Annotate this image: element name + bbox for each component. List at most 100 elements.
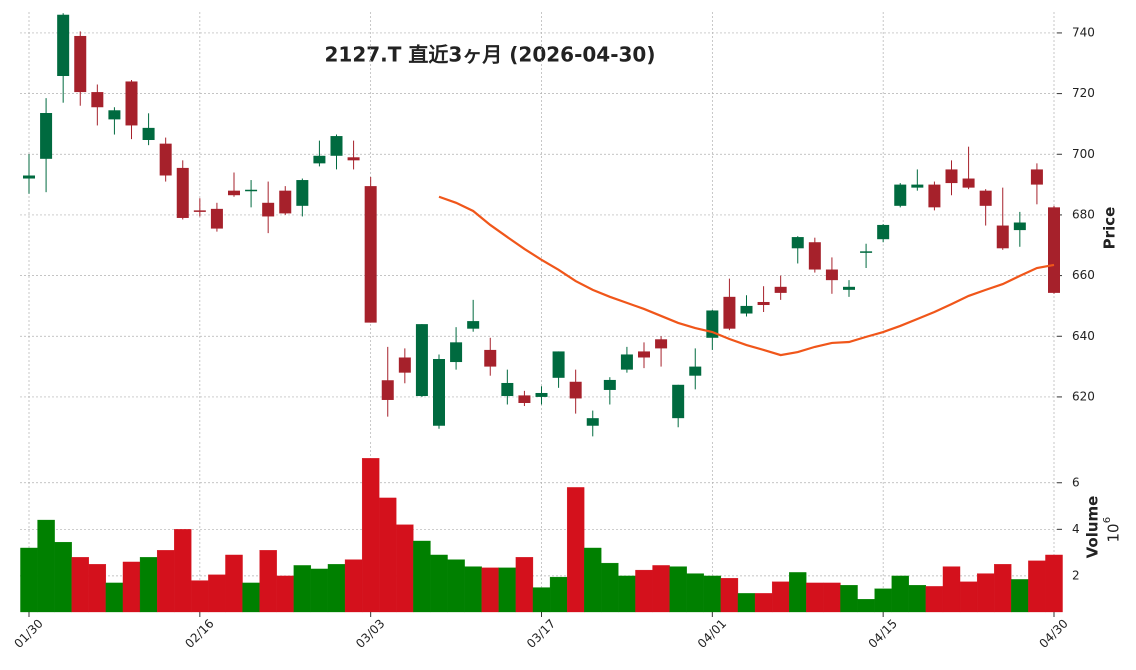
volume-bar: [959, 581, 978, 613]
candle-body: [40, 113, 53, 159]
candle-body: [689, 366, 702, 376]
candle-body: [740, 305, 753, 314]
volume-bar: [908, 585, 927, 613]
volume-bar: [549, 576, 568, 613]
volume-bar: [105, 582, 124, 613]
candle-body: [825, 269, 838, 281]
candle-body: [1013, 222, 1026, 231]
candle-body: [860, 251, 873, 253]
volume-bar: [635, 569, 653, 613]
volume-bar: [225, 554, 243, 613]
volume-bar: [1028, 560, 1046, 613]
y-tick-label: 640: [1072, 329, 1095, 343]
candle-body: [245, 189, 258, 192]
candle-body: [945, 169, 958, 184]
candle-body: [569, 381, 582, 399]
volume-bar: [430, 554, 448, 613]
candle-body: [877, 224, 890, 240]
candle-body: [638, 351, 650, 358]
volume-bar: [481, 567, 499, 613]
volume-bar: [293, 565, 312, 613]
volume-bar: [532, 587, 551, 613]
candle-body: [91, 92, 104, 108]
candle-body: [757, 301, 770, 306]
volume-axis-label: Volume: [1084, 496, 1102, 559]
volume-bar: [344, 559, 363, 613]
volume-bar: [737, 593, 756, 613]
candle-body: [433, 359, 445, 426]
candle-body: [210, 208, 223, 229]
moving-average-line: [438, 195, 1055, 357]
candle-body: [552, 351, 565, 378]
volume-bar: [584, 547, 602, 613]
candle-body: [74, 35, 87, 93]
volume-bar: [874, 588, 892, 613]
candle-body: [347, 157, 360, 161]
volume-bar: [771, 581, 790, 613]
volume-bar: [515, 557, 534, 613]
volume-bar: [857, 599, 875, 613]
volume-bar: [669, 566, 687, 613]
candle-body: [1048, 207, 1060, 293]
volume-bar: [891, 575, 909, 613]
candle-body: [159, 143, 172, 176]
volume-bar: [379, 497, 397, 613]
candle-body: [142, 127, 155, 141]
candle-body: [620, 354, 633, 370]
candle-body: [193, 210, 206, 212]
volume-bar: [396, 524, 414, 613]
volume-bar: [310, 568, 329, 613]
candle-body: [330, 136, 343, 156]
volume-bar: [464, 566, 482, 613]
candle-body: [467, 321, 480, 329]
candle-body: [364, 186, 377, 323]
candle-body: [1030, 169, 1043, 185]
x-tick-label: 02/16: [182, 616, 216, 650]
candle-body: [518, 395, 531, 403]
candle-body: [279, 190, 292, 214]
volume-bar: [88, 564, 107, 613]
x-tick-label: 04/15: [866, 616, 900, 650]
volume-bar: [823, 582, 841, 613]
volume-bar: [139, 557, 158, 613]
candle-body: [535, 392, 548, 397]
volume-bar: [20, 547, 38, 613]
candle-body: [996, 225, 1009, 249]
volume-bar: [156, 550, 175, 613]
volume-bar: [259, 550, 277, 613]
candle-body: [655, 339, 668, 349]
candle-body: [603, 379, 616, 390]
volume-bar: [806, 582, 824, 613]
volume-scale-base: 10: [1105, 523, 1123, 542]
volume-bar: [976, 573, 995, 613]
candle-body: [125, 81, 138, 126]
y-axis-label: Price: [1101, 207, 1119, 250]
candle-body: [296, 180, 309, 206]
volume-bar: [994, 564, 1012, 613]
volume-bar: [618, 575, 636, 613]
candle-body: [313, 155, 326, 164]
x-tick-label: 04/01: [695, 616, 729, 650]
volume-bar: [122, 561, 141, 613]
candle-body: [398, 357, 411, 373]
volume-bar: [361, 458, 380, 613]
candle-body: [484, 349, 497, 367]
volume-bar: [208, 574, 226, 613]
volume-bar: [37, 519, 55, 613]
x-tick-label: 01/30: [11, 616, 45, 650]
volume-bar: [71, 557, 89, 613]
candle-body: [228, 190, 240, 196]
volume-bar: [686, 573, 704, 613]
candle-body: [586, 418, 599, 426]
volume-tick-label: 2: [1072, 568, 1080, 582]
candle-body: [450, 342, 463, 363]
candle-body: [501, 382, 514, 397]
volume-bar: [754, 593, 773, 613]
volume-scale: 10 6: [1102, 517, 1123, 543]
volume-bar: [276, 575, 294, 613]
y-tick-label: 740: [1072, 25, 1095, 39]
volume-scale-exponent: 6: [1102, 517, 1113, 523]
y-tick-label: 720: [1072, 86, 1095, 100]
candle-body: [672, 384, 685, 419]
volume-bar: [1045, 554, 1063, 613]
